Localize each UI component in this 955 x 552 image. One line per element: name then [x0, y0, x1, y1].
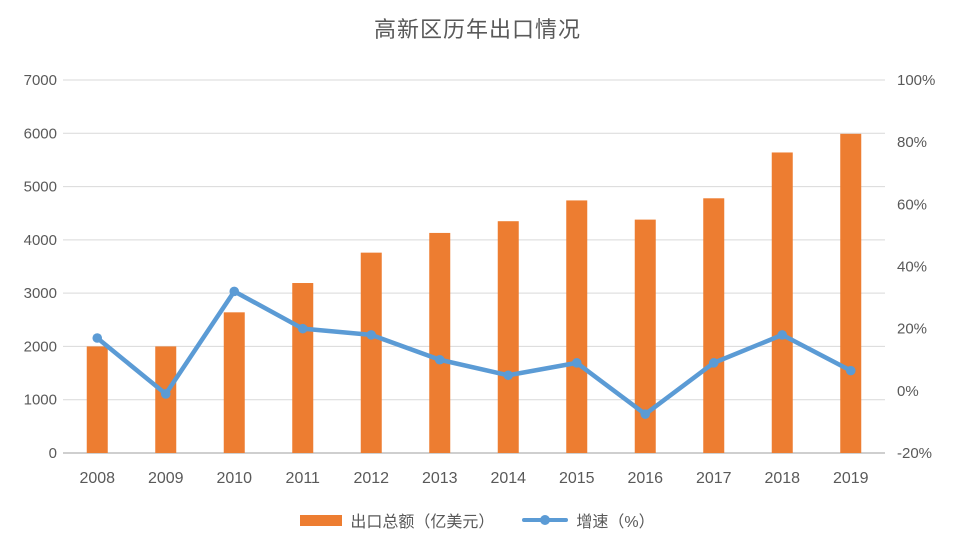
left-axis-tick-label: 6000: [24, 125, 57, 142]
legend-item-export-total: 出口总额（亿美元）: [300, 508, 494, 532]
legend-bar-swatch-icon: [300, 514, 343, 526]
left-axis-tick-label: 4000: [24, 232, 57, 249]
left-axis-tick-label: 0: [49, 445, 57, 462]
x-axis-category-label: 2009: [148, 470, 184, 487]
growth-marker-2017: [708, 358, 719, 368]
bar-2016: [634, 219, 656, 453]
left-axis-tick-label: 5000: [24, 179, 57, 196]
legend: 出口总额（亿美元） 增速（%）: [0, 508, 955, 532]
bar-2008: [86, 346, 108, 453]
x-axis-category-label: 2015: [559, 470, 595, 487]
bar-2011: [292, 283, 314, 453]
right-axis-tick-label: 0%: [897, 383, 919, 400]
left-axis-tick-label: 2000: [24, 338, 57, 355]
x-axis-category-label: 2012: [353, 470, 389, 487]
right-axis-tick-label: -20%: [897, 445, 932, 462]
x-axis-category-label: 2016: [627, 470, 663, 487]
legend-line-label: 增速（%）: [576, 514, 655, 531]
bar-2017: [703, 198, 725, 453]
right-axis-tick-label: 40%: [897, 259, 927, 276]
growth-marker-2008: [92, 333, 103, 343]
x-axis-category-label: 2018: [764, 470, 800, 487]
x-axis-category-label: 2010: [216, 470, 252, 487]
bar-2009: [155, 346, 177, 453]
legend-bar-label: 出口总额（亿美元）: [350, 514, 495, 531]
legend-item-growth-rate: 增速（%）: [522, 508, 655, 532]
growth-marker-2011: [297, 323, 308, 334]
left-axis-tick-label: 1000: [24, 392, 57, 409]
x-axis-category-label: 2011: [286, 470, 321, 487]
x-axis-category-label: 2014: [490, 470, 526, 487]
bar-2014: [497, 221, 519, 453]
growth-marker-2018: [777, 330, 788, 340]
growth-marker-2013: [434, 354, 445, 365]
growth-marker-2009: [160, 389, 171, 399]
right-axis-tick-label: 80%: [897, 134, 927, 151]
bar-2019: [840, 133, 862, 453]
right-axis-tick-label: 60%: [897, 196, 927, 213]
right-axis-tick-label: 100%: [897, 72, 935, 89]
legend-line-marker-dot: [540, 515, 551, 525]
x-axis-category-label: 2019: [833, 470, 869, 487]
left-axis-tick-label: 3000: [24, 285, 57, 302]
growth-marker-2010: [229, 286, 240, 297]
x-axis-category-label: 2013: [422, 470, 458, 487]
bar-2010: [223, 312, 245, 453]
x-axis-category-label: 2008: [79, 470, 115, 487]
bar-2015: [566, 200, 588, 453]
left-axis-tick-label: 7000: [24, 72, 57, 89]
growth-marker-2019: [845, 365, 856, 376]
bar-2012: [360, 252, 382, 453]
chart-title: 高新区历年出口情况: [373, 18, 581, 43]
growth-marker-2016: [640, 409, 651, 419]
right-axis-tick-label: 20%: [897, 321, 927, 338]
bar-2013: [429, 232, 451, 453]
growth-marker-2014: [503, 370, 514, 381]
growth-marker-2015: [571, 358, 582, 368]
bar-2018: [771, 152, 793, 453]
x-axis-category-label: 2017: [696, 470, 732, 487]
legend-line-swatch-icon: [522, 515, 569, 525]
growth-line: [95, 289, 853, 417]
growth-marker-2012: [366, 330, 377, 340]
